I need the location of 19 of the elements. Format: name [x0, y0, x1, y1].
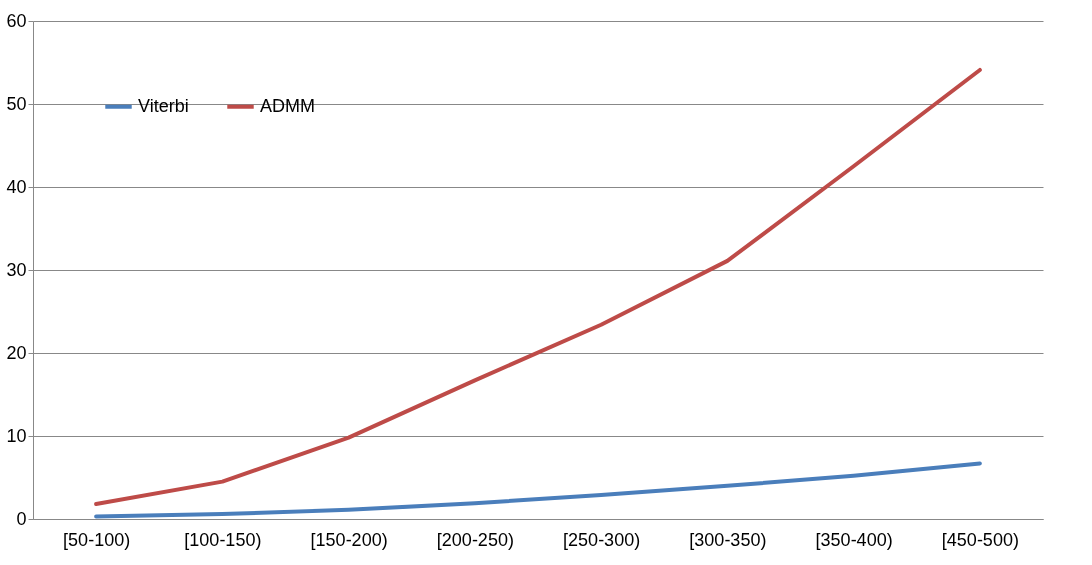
y-tick-label: 60: [6, 10, 27, 31]
y-tick-label: 50: [6, 93, 27, 114]
x-tick-label: [200-250): [436, 529, 514, 550]
legend-label: Viterbi: [138, 95, 189, 116]
x-tick-label: [250-300): [563, 529, 641, 550]
y-tick-label: 30: [6, 259, 27, 280]
y-tick-label: 20: [6, 342, 27, 363]
y-tick-label: 0: [16, 508, 27, 529]
y-tick-label: 40: [6, 176, 27, 197]
legend-label: ADMM: [260, 95, 315, 116]
line-series: [94, 67, 982, 507]
y-tick-label: 10: [6, 425, 27, 446]
x-tick-label: [50-100): [63, 529, 131, 550]
x-tick-label: [150-200): [310, 529, 388, 550]
x-tick-label: [350-400): [815, 529, 893, 550]
x-tick-label: [450-500): [941, 529, 1019, 550]
line-series: [94, 461, 982, 519]
x-tick-label: [300-350): [689, 529, 767, 550]
x-tick-label: [100-150): [184, 529, 262, 550]
